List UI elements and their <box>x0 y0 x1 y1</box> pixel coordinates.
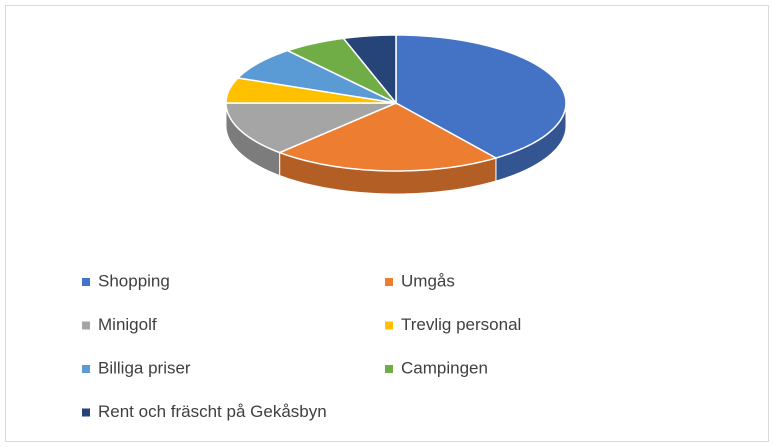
legend-marker <box>82 278 90 286</box>
legend-label: Trevlig personal <box>401 315 521 334</box>
legend-marker <box>82 365 90 373</box>
legend-marker <box>385 365 393 373</box>
legend-label: Campingen <box>401 358 488 377</box>
legend-marker <box>385 278 393 286</box>
pie-slice <box>395 34 567 159</box>
legend-label: Umgås <box>401 271 455 290</box>
legend-marker <box>82 321 90 330</box>
pie-slice <box>285 37 397 104</box>
pie-slice <box>277 102 498 172</box>
pie-slice <box>236 49 397 104</box>
legend-label: Minigolf <box>98 315 157 334</box>
legend-marker <box>385 321 393 330</box>
legend-label: Shopping <box>98 271 170 290</box>
pie-slice <box>225 102 397 154</box>
pie-slice <box>342 34 397 106</box>
legend-marker <box>82 408 90 417</box>
legend-label: Billiga priser <box>98 358 191 377</box>
legend-label: Rent och fräscht på Gekåsbyn <box>98 402 327 421</box>
